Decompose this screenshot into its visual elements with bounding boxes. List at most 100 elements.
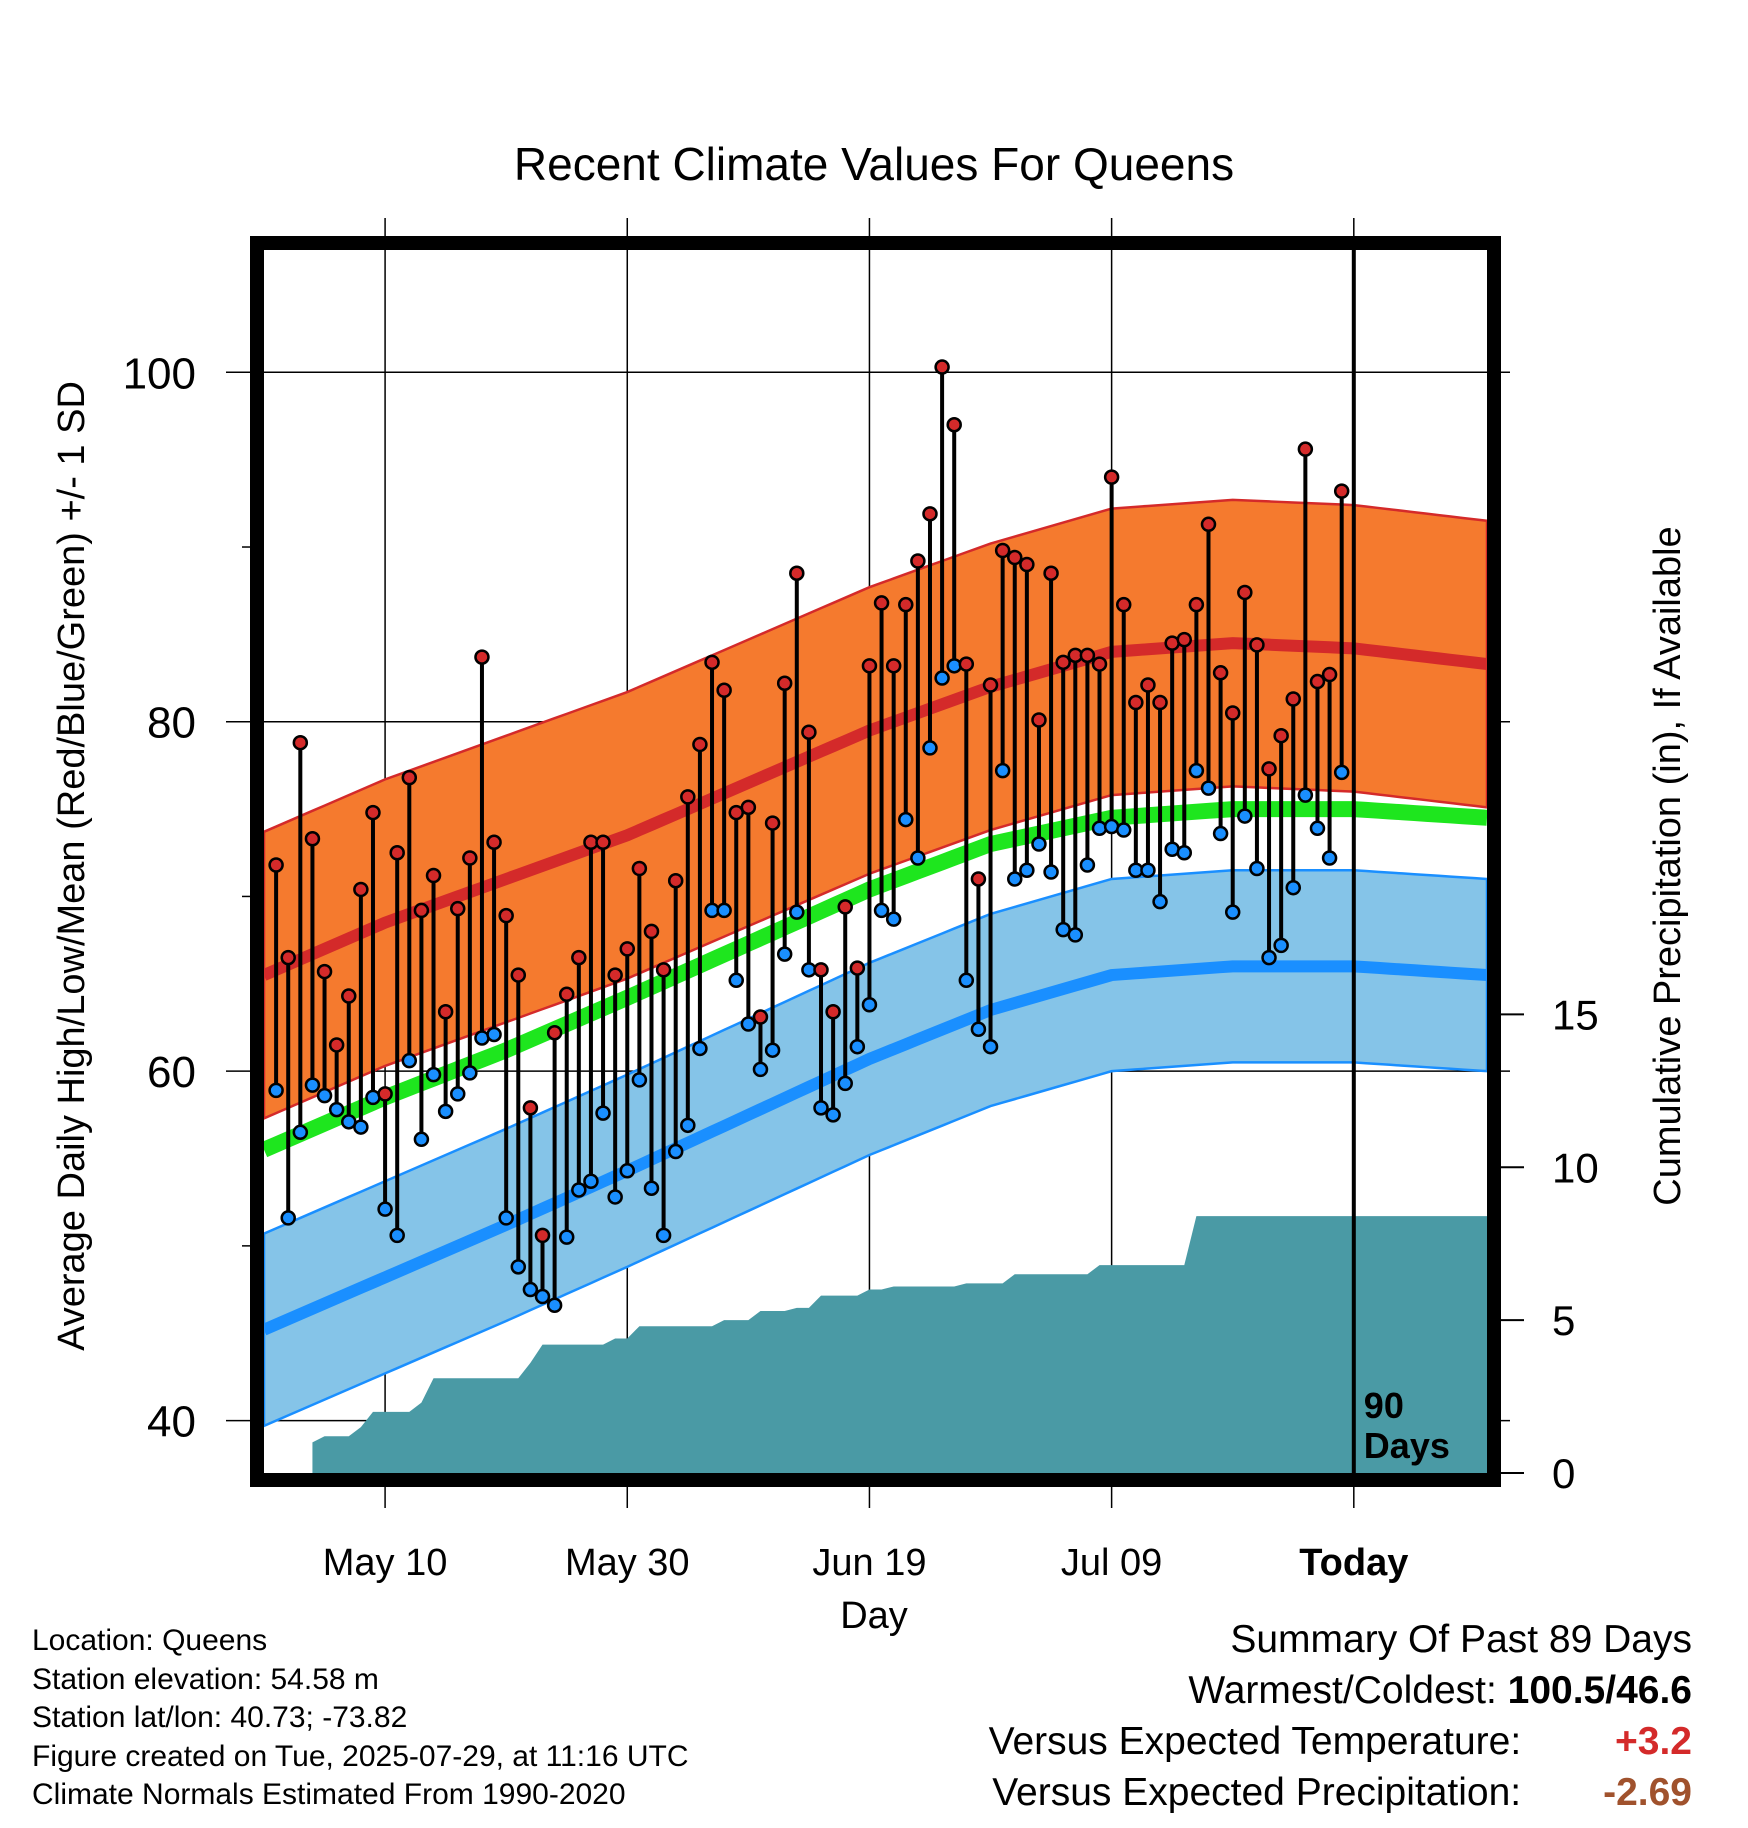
daily-low-point [510, 1259, 527, 1275]
daily-high-point [801, 724, 817, 740]
warm-cold-value: 100.5/46.6 [1507, 1669, 1692, 1712]
daily-high-point [607, 967, 623, 983]
plot-frame [250, 236, 1501, 1487]
daily-high-point [910, 553, 926, 569]
daily-low-point [898, 811, 914, 828]
daily-high-point [619, 941, 636, 957]
daily-low-point [1188, 762, 1205, 779]
daily-low-point [1115, 822, 1132, 838]
warm-cold-label: Warmest/Coldest: [1188, 1669, 1497, 1712]
daily-high-point [861, 658, 878, 674]
daily-low-point [449, 1086, 466, 1102]
daily-high-point [994, 542, 1011, 559]
daily-high-point [389, 845, 405, 861]
y-tick-label: 60 [147, 1048, 196, 1097]
daily-low-point [631, 1072, 648, 1088]
low-normal-line [264, 960, 1487, 1336]
daily-high-point [341, 988, 357, 1004]
y-tick-label: 100 [123, 349, 196, 398]
daily-low-point [1176, 845, 1193, 861]
daily-low-point [1007, 871, 1023, 887]
daily-low-point [1273, 937, 1289, 954]
daily-high-point [510, 967, 527, 983]
x-tick-label: Today [1299, 1542, 1408, 1584]
daily-high-point [704, 654, 720, 671]
daily-high-point [740, 799, 757, 816]
daily-high-point [1249, 637, 1265, 653]
summary-warm-cold: Warmest/Coldest: 100.5/46.6 [989, 1665, 1692, 1716]
daily-high-point [1200, 516, 1217, 533]
precip-area [312, 1216, 1487, 1473]
y2-tick-label: 5 [1552, 1297, 1575, 1344]
daily-low-point [849, 1038, 866, 1055]
today-days-label: 90 [1364, 1385, 1404, 1426]
daily-low-point [970, 1021, 987, 1037]
daily-low-point [1043, 864, 1059, 880]
daily-low-point [958, 972, 975, 989]
x-tick-label: May 30 [565, 1542, 690, 1584]
daily-high-point [365, 804, 381, 821]
daily-high-point [825, 1004, 841, 1020]
daily-low-point [462, 1065, 478, 1081]
today-days-label: Days [1364, 1425, 1450, 1466]
daily-high-point [1140, 677, 1156, 693]
daily-low-point [813, 1100, 829, 1116]
daily-high-point [922, 506, 938, 522]
daily-low-point [1079, 857, 1096, 873]
daily-low-point [740, 1016, 757, 1032]
daily-low-point [413, 1131, 430, 1148]
daily-high-point [655, 962, 672, 978]
daily-low-point [837, 1075, 853, 1092]
daily-high-point [898, 596, 914, 613]
daily-high-point [546, 1024, 563, 1041]
daily-low-point [1297, 787, 1314, 803]
daily-low-point [1224, 904, 1241, 920]
daily-low-point [764, 1042, 781, 1058]
daily-high-point [1261, 761, 1277, 777]
x-axis-label: Day [840, 1595, 908, 1637]
daily-low-point [353, 1119, 369, 1135]
daily-high-point [498, 907, 514, 924]
high-normal-line [264, 637, 1487, 981]
y-tick-label: 40 [147, 1398, 196, 1447]
daily-low-point [1200, 780, 1217, 796]
daily-low-point [1249, 860, 1265, 877]
precip-label: Versus Expected Precipitation: [992, 1771, 1522, 1814]
daily-high-point [849, 960, 866, 976]
daily-low-point [873, 902, 890, 919]
daily-high-point [837, 899, 853, 915]
daily-high-point [534, 1227, 551, 1244]
temp-value: +3.2 [1615, 1720, 1692, 1763]
daily-high-point [1297, 441, 1314, 457]
daily-low-point [1321, 850, 1338, 866]
daily-low-point [1031, 836, 1047, 852]
daily-high-point [1309, 673, 1326, 690]
daily-high-point [692, 736, 708, 753]
daily-high-point [449, 900, 466, 917]
daily-low-point [716, 902, 732, 919]
mean-normal-line [264, 801, 1487, 1158]
daily-low-point [1285, 879, 1302, 896]
daily-high-point [982, 677, 999, 693]
daily-high-point [1103, 469, 1120, 485]
daily-low-point [1091, 820, 1108, 837]
daily-high-point [813, 962, 829, 978]
x-tick-label: Jul 09 [1061, 1542, 1162, 1584]
daily-high-point [631, 860, 648, 877]
daily-low-point [595, 1105, 611, 1121]
daily-low-point [522, 1281, 539, 1298]
daily-low-point [498, 1210, 514, 1226]
daily-high-point [667, 872, 684, 889]
daily-low-point [934, 670, 950, 686]
daily-high-point [413, 902, 430, 919]
daily-high-point [716, 682, 732, 699]
daily-high-point [789, 565, 805, 581]
daily-high-point [1321, 666, 1338, 683]
info-normals: Climate Normals Estimated From 1990-2020 [32, 1778, 626, 1811]
y-tick-label: 80 [147, 699, 196, 748]
summary-panel: Summary Of Past 89 Days Warmest/Coldest:… [989, 1614, 1692, 1818]
daily-high-point [316, 963, 333, 980]
daily-low-point [728, 972, 744, 989]
daily-low-point [789, 904, 805, 920]
